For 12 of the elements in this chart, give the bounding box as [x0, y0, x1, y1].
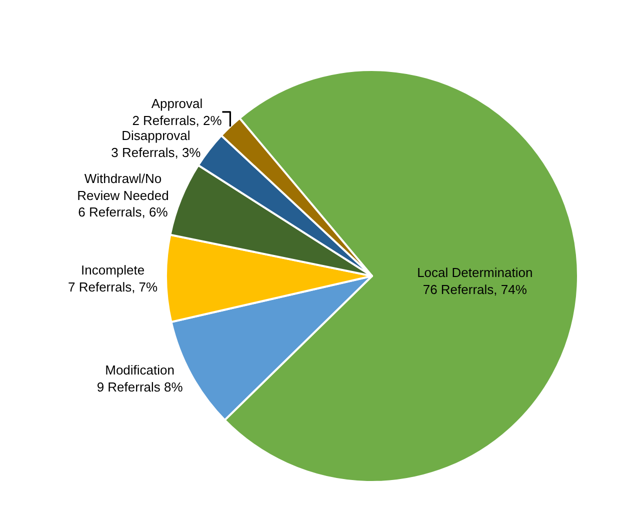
data-label: 6 Referrals, 6% [78, 204, 168, 220]
slice-label: Modification [105, 362, 174, 378]
data-label: 7 Referrals, 7% [68, 279, 158, 294]
slice-label: Disapproval [122, 128, 190, 143]
data-label: 3 Referrals, 3% [111, 144, 202, 160]
data-label: 76 Referrals, 74% [422, 282, 528, 298]
data-label: 2 Referrals, 2% [132, 112, 222, 128]
slice-label: Local Determination [417, 265, 533, 280]
slice-label: Approval [151, 96, 203, 111]
slice-label: Incomplete [81, 262, 145, 278]
slice-label: Withdrawl/No Review Needed [77, 170, 169, 203]
data-label: 9 Referrals 8% [96, 379, 184, 394]
